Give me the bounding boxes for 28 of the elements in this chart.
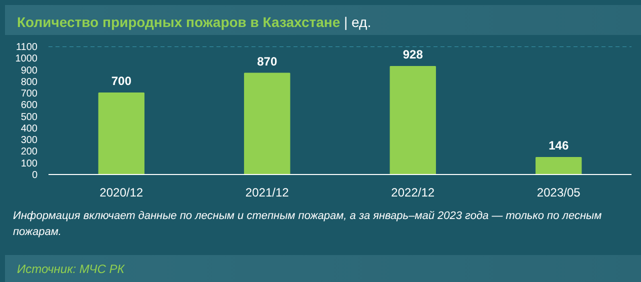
y-tick-label: 900 [20,65,38,76]
chart-subtitle: | ед. [344,14,372,30]
x-tick-label: 2021/12 [245,186,290,200]
y-tick-label: 800 [20,76,38,88]
bar [390,66,436,174]
bar [536,157,582,174]
y-tick-label: 0 [32,170,38,181]
data-label: 700 [111,74,132,88]
y-tick-label: 700 [20,88,38,100]
y-tick-label: 500 [20,112,38,123]
x-tick-label: 2020/12 [100,186,144,200]
y-tick-label: 300 [20,135,38,146]
data-label: 870 [257,54,278,68]
text: Источник: МЧС РК [17,261,124,278]
y-tick-label: 100 [20,158,38,170]
y-tick-label: 1100 [16,42,38,53]
data-label: 146 [548,138,569,153]
bar [98,92,144,174]
y-tick-label: 1000 [15,54,38,65]
bar [244,72,290,174]
x-tick-label: 2022/12 [391,186,435,200]
text: Информация включает данные по лесным и степным пожарам, а за январь–май 2023 года — только по лесным пожарам. [13,209,603,240]
y-tick-label: 200 [20,146,38,158]
x-tick-label: 2023/05 [536,186,581,200]
y-tick-label: 400 [20,123,38,134]
data-label: 928 [402,48,424,62]
chart-title: Количество природных пожаров в Казахстане [17,14,340,30]
y-tick-label: 600 [20,100,38,112]
